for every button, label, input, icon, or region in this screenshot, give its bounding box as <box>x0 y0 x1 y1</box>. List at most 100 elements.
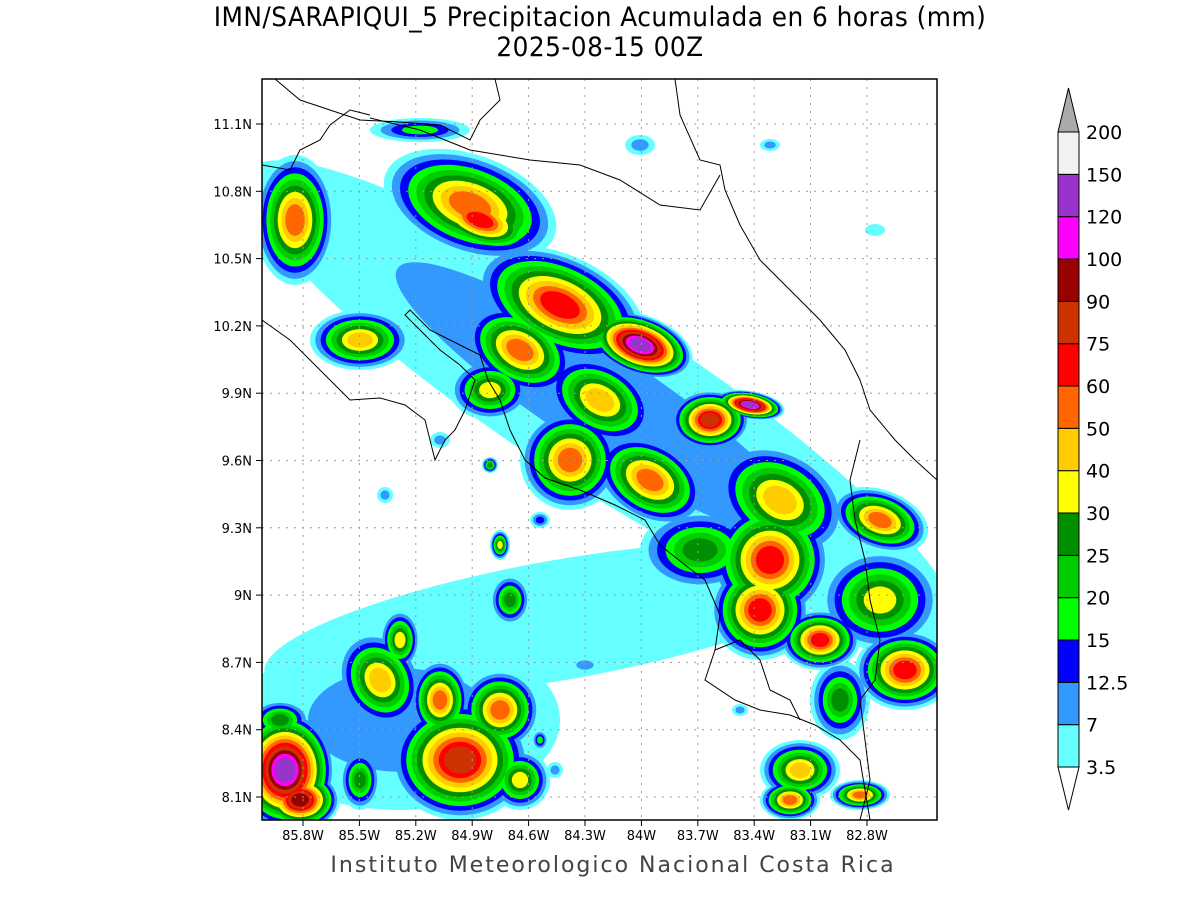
precip-contour-30 <box>497 540 503 550</box>
axis-ticks: 11.1N 10.8N 10.5N 10.2N 9.9N 9.6N 9.3N 9N 8.7N 8.… <box>213 118 888 844</box>
colorbar-swatch <box>1057 216 1080 260</box>
lon-tick-label: 83.4W <box>733 829 775 844</box>
colorbar-swatch <box>1057 427 1080 472</box>
colorbar-label: 15 <box>1086 630 1110 652</box>
precip-contour-50 <box>782 795 798 805</box>
map-frame <box>261 78 938 821</box>
precip-contour-60 <box>810 632 830 648</box>
precip-contour-120 <box>628 337 652 353</box>
precip-contour-25 <box>487 462 493 468</box>
lat-tick-label: 9.9N <box>222 387 252 402</box>
colorbar-swatch <box>1057 131 1080 175</box>
colorbar: 3.5 7 12.5 15 20 25 30 40 50 60 75 90 100 120 150 200 <box>1057 87 1128 811</box>
precip-contour-60 <box>748 598 772 622</box>
precip-contour-12.5 <box>535 516 545 524</box>
lat-tick-label: 8.7N <box>222 656 252 671</box>
lon-tick-label: 82.8W <box>846 829 888 844</box>
precip-contour-50 <box>868 511 892 529</box>
colorbar-label: 150 <box>1086 164 1122 186</box>
colorbar-swatch <box>1057 258 1080 302</box>
caribbean-coast <box>674 79 937 481</box>
lon-tick-label: 83.1W <box>790 829 832 844</box>
colorbar-label: 20 <box>1086 588 1110 610</box>
precip-contour-25 <box>354 771 366 789</box>
lon-tick-label: 85.2W <box>395 829 437 844</box>
colorbar-label: 200 <box>1086 122 1122 144</box>
colorbar-label: 50 <box>1086 418 1110 440</box>
coastlines <box>262 79 937 820</box>
precip-contour-40 <box>347 332 373 348</box>
colorbar-over-triangle <box>1057 87 1080 133</box>
precip-contour-40 <box>763 485 797 515</box>
pacific-coast-north <box>262 109 371 171</box>
lon-tick-label: 84.3W <box>564 829 606 844</box>
precip-contour-40 <box>585 388 615 412</box>
precip-contour-120 <box>274 757 296 783</box>
precip-contour-40 <box>789 762 811 778</box>
precip-contour-120 <box>742 401 758 409</box>
lat-tick-label: 10.2N <box>213 320 252 335</box>
precip-contour-50 <box>285 204 305 236</box>
precip-contour-25 <box>682 538 718 562</box>
lon-tick-label: 85.5W <box>338 829 380 844</box>
chart-subtitle: 2025-08-15 00Z <box>496 32 704 63</box>
lat-tick-label: 8.1N <box>222 791 252 806</box>
lon-tick-label: 84.6W <box>508 829 550 844</box>
colorbar-swatch <box>1057 343 1080 387</box>
colorbar-swatch <box>1057 300 1080 345</box>
colorbar-swatch <box>1057 724 1080 768</box>
lake-nicaragua-shore <box>274 79 501 141</box>
precip-contour-3.5 <box>865 224 885 236</box>
precip-contour-60 <box>893 660 917 680</box>
precip-contour-40 <box>369 667 391 693</box>
precip-contour-50 <box>636 468 664 492</box>
precip-contour-25 <box>271 714 289 726</box>
colorbar-swatch <box>1057 597 1080 641</box>
precip-contour-7 <box>380 490 390 500</box>
precip-contour-50 <box>557 447 583 473</box>
pacific-coast <box>262 309 871 820</box>
colorbar-label: 75 <box>1086 334 1110 356</box>
lat-tick-label: 9.6N <box>222 455 252 470</box>
precip-contour-7 <box>764 141 776 149</box>
colorbar-swatch <box>1057 173 1080 218</box>
colorbar-label: 12.5 <box>1086 672 1128 694</box>
colorbar-label: 40 <box>1086 461 1110 483</box>
footer-credit: Instituto Meteorologico Nacional Costa R… <box>330 853 896 878</box>
colorbar-swatch <box>1057 639 1080 683</box>
precip-contour-15 <box>537 736 543 744</box>
precip-contour-60 <box>540 291 580 319</box>
lon-tick-label: 84.9W <box>451 829 493 844</box>
colorbar-label: 25 <box>1086 545 1110 567</box>
lat-tick-label: 9N <box>234 589 252 604</box>
lat-tick-label: 9.3N <box>222 522 252 537</box>
colorbar-label: 90 <box>1086 291 1110 313</box>
lat-tick-label: 8.4N <box>222 724 252 739</box>
precip-contour-75 <box>700 413 720 427</box>
precip-contour-30 <box>511 771 529 789</box>
precip-contour-60 <box>466 211 494 229</box>
precip-contour-7 <box>434 435 446 445</box>
lat-tick-label: 11.1N <box>213 118 252 133</box>
colorbar-swatch <box>1057 470 1080 514</box>
precip-contour-60 <box>755 545 785 575</box>
precip-contour-50 <box>432 690 448 710</box>
osa-peninsula <box>714 639 801 721</box>
precip-contour-50 <box>490 700 510 720</box>
colorbar-under-triangle <box>1057 766 1080 811</box>
precip-contour-50 <box>506 338 534 362</box>
precip-contour-7 <box>631 139 649 151</box>
colorbar-label: 30 <box>1086 503 1110 525</box>
precip-contour-25 <box>504 592 516 608</box>
precip-contour-7 <box>550 765 560 775</box>
precip-contour-7 <box>735 706 745 714</box>
lon-tick-label: 85.8W <box>282 829 324 844</box>
colorbar-label: 60 <box>1086 376 1110 398</box>
lon-tick-label: 84W <box>627 829 657 844</box>
precipitation-field <box>262 118 937 820</box>
colorbar-label: 100 <box>1086 249 1122 271</box>
colorbar-label: 7 <box>1086 715 1098 737</box>
chart-title: IMN/SARAPIQUI_5 Precipitacion Acumulada … <box>213 2 987 33</box>
